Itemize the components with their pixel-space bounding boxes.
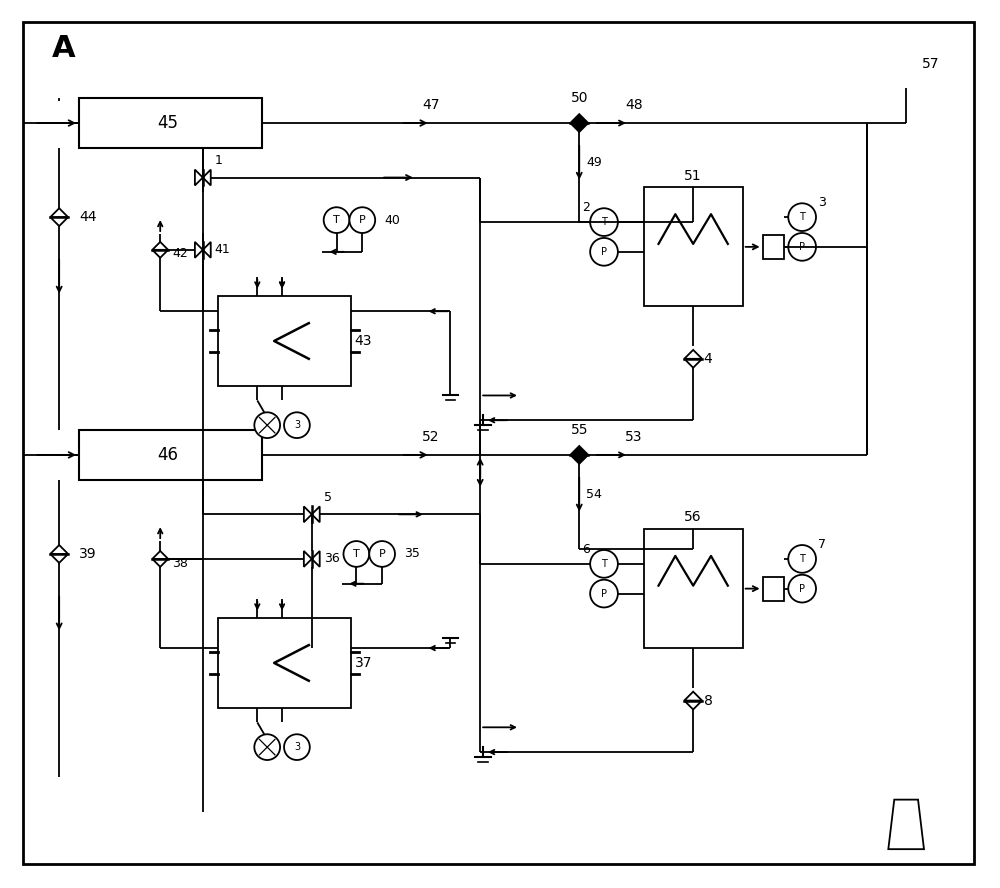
Text: 3: 3 [294, 742, 300, 752]
Text: 53: 53 [625, 430, 642, 444]
Text: 52: 52 [422, 430, 439, 444]
Polygon shape [152, 559, 168, 567]
Polygon shape [50, 554, 68, 563]
Polygon shape [570, 455, 588, 464]
Text: T: T [353, 549, 360, 559]
Circle shape [590, 208, 618, 236]
Text: 36: 36 [324, 552, 339, 566]
Text: 55: 55 [570, 423, 588, 437]
Text: 54: 54 [586, 488, 602, 501]
Circle shape [590, 238, 618, 266]
Text: P: P [601, 247, 607, 257]
Text: T: T [601, 559, 607, 569]
Bar [218, 618, 351, 708]
Bar [218, 297, 351, 385]
Text: 1: 1 [215, 155, 223, 167]
Circle shape [284, 734, 310, 760]
Polygon shape [312, 551, 320, 567]
Circle shape [788, 203, 816, 231]
Circle shape [284, 412, 310, 438]
Text: 5: 5 [324, 491, 332, 504]
Polygon shape [152, 242, 168, 250]
Text: 56: 56 [684, 511, 702, 524]
Text: 8: 8 [704, 694, 712, 708]
Text: 7: 7 [818, 537, 826, 551]
Text: 2: 2 [582, 201, 590, 214]
Polygon shape [203, 242, 211, 258]
Text: 51: 51 [684, 169, 702, 183]
Text: 57: 57 [922, 57, 940, 71]
Bar [79, 99, 262, 147]
Text: T: T [799, 554, 805, 564]
Text: 38: 38 [172, 558, 188, 570]
Circle shape [788, 545, 816, 573]
Polygon shape [570, 115, 588, 123]
Polygon shape [684, 350, 702, 359]
Circle shape [324, 207, 349, 233]
Bar [763, 576, 784, 600]
Text: 40: 40 [384, 214, 400, 226]
Circle shape [788, 575, 816, 602]
Text: 49: 49 [586, 156, 602, 170]
Polygon shape [570, 123, 588, 132]
Text: T: T [799, 212, 805, 222]
Text: 6: 6 [582, 543, 590, 556]
Polygon shape [304, 506, 312, 522]
Circle shape [590, 580, 618, 607]
Circle shape [254, 412, 280, 438]
Polygon shape [312, 506, 320, 522]
Polygon shape [888, 799, 924, 849]
Circle shape [590, 550, 618, 578]
Text: T: T [333, 215, 340, 226]
Text: 48: 48 [625, 99, 643, 112]
Circle shape [349, 207, 375, 233]
Polygon shape [50, 208, 68, 218]
Circle shape [254, 734, 280, 760]
Text: P: P [799, 583, 805, 594]
Polygon shape [152, 551, 168, 559]
Circle shape [788, 233, 816, 261]
Text: 35: 35 [404, 548, 420, 560]
Bar [79, 430, 262, 480]
Text: 45: 45 [158, 114, 179, 132]
Polygon shape [50, 545, 68, 554]
Polygon shape [203, 170, 211, 186]
Text: 42: 42 [172, 247, 188, 260]
Bar [644, 187, 743, 306]
Text: 46: 46 [158, 446, 179, 464]
Polygon shape [684, 692, 702, 701]
Text: 4: 4 [704, 352, 712, 366]
Polygon shape [570, 446, 588, 455]
Polygon shape [195, 170, 203, 186]
Text: 37: 37 [355, 656, 372, 670]
Text: 41: 41 [215, 243, 230, 257]
Text: P: P [379, 549, 385, 559]
Polygon shape [195, 242, 203, 258]
Text: A: A [52, 35, 76, 63]
Text: T: T [601, 217, 607, 227]
Polygon shape [50, 218, 68, 226]
Text: 3: 3 [818, 195, 826, 209]
Circle shape [343, 541, 369, 567]
Text: 3: 3 [294, 420, 300, 430]
Text: P: P [601, 589, 607, 599]
Polygon shape [304, 551, 312, 567]
Polygon shape [152, 250, 168, 258]
Polygon shape [684, 359, 702, 368]
Polygon shape [684, 701, 702, 710]
Text: 50: 50 [570, 91, 588, 106]
Text: 43: 43 [355, 334, 372, 348]
Text: 47: 47 [422, 99, 439, 112]
Circle shape [369, 541, 395, 567]
Bar [763, 235, 784, 258]
Text: 39: 39 [79, 547, 97, 561]
Text: P: P [799, 242, 805, 252]
Text: P: P [359, 215, 366, 226]
Text: 44: 44 [79, 210, 96, 224]
Bar [644, 529, 743, 648]
